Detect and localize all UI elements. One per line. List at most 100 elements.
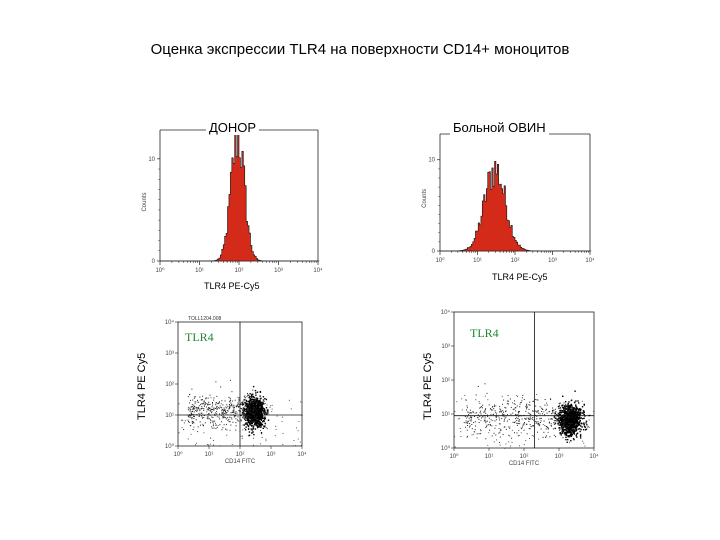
event-dot [573,401,576,404]
event-dot [256,422,258,425]
page-title: Оценка экспрессии TLR4 на поверхности CD… [150,41,570,58]
event-dot [210,437,212,439]
event-dot [537,423,539,425]
event-dot [465,409,467,411]
event-dot [227,419,229,421]
event-dot [523,424,525,426]
event-dot [253,409,255,411]
event-dot [568,422,570,424]
event-dot [504,417,506,419]
event-dot [486,392,488,394]
event-dot [559,403,560,405]
event-dot [248,409,249,411]
event-dot [233,416,235,418]
event-dot [254,428,257,430]
event-dot [568,406,570,408]
event-dot [250,394,253,396]
event-dot [521,397,523,399]
event-dot [254,412,257,414]
event-dot [589,414,591,416]
event-dot [254,403,257,405]
event-dot [564,420,566,422]
event-dot [573,431,575,434]
event-dot [479,407,481,409]
y-tick-label: 10⁰ [441,445,451,452]
event-dot [259,420,261,423]
event-dot [558,427,560,429]
event-dot [537,410,539,412]
event-dot [549,398,551,400]
y-tick-label: 10¹ [441,412,450,418]
event-dot [258,406,260,408]
event-dot [208,418,210,420]
event-dot [467,421,469,423]
event-dot [567,410,569,412]
event-dot [560,418,562,420]
event-dot [573,438,575,441]
event-dot [253,433,255,436]
event-dot [527,412,529,414]
event-dot [262,419,265,422]
event-dot [293,439,295,441]
event-dot [205,397,207,399]
event-dot [217,407,219,409]
event-dot [194,406,196,408]
event-dot [525,404,527,406]
event-dot [554,423,556,425]
event-dot [568,401,570,403]
event-dot [577,414,580,417]
event-dot [251,407,254,409]
event-dot [585,428,588,430]
event-dot [494,405,496,407]
event-dot [561,409,564,412]
event-dot [578,402,580,404]
event-dot [222,427,224,429]
event-dot [498,428,500,430]
x-tick-label: 10¹ [195,268,204,274]
event-dot [252,389,254,391]
event-dot [573,413,575,415]
event-dot [529,416,531,418]
event-dot [239,412,241,414]
event-dot [259,421,262,424]
event-dot [575,405,577,407]
event-dot [254,389,257,392]
event-dot [261,405,264,408]
event-dot [256,391,259,393]
scatter-patient-quadrant-label: TLR4 [470,326,499,340]
event-dot [255,424,257,426]
event-dot [505,428,507,430]
event-dot [233,409,235,411]
event-dot [259,395,261,397]
event-dot [194,396,196,398]
event-dot [485,422,487,424]
event-dot [255,405,257,407]
event-dot [571,408,573,410]
event-dot [474,412,476,414]
event-dot [565,426,567,428]
event-dot [564,407,566,409]
event-dot [502,434,504,436]
event-dot [254,421,257,423]
event-dot [258,420,260,423]
event-dot [499,436,501,438]
event-dot [537,422,539,424]
event-dot [588,426,590,428]
event-dot [260,433,262,435]
event-dot [245,422,247,424]
event-dot [488,432,490,434]
event-dot [567,407,569,409]
event-dot [268,413,270,415]
event-dot [241,409,243,411]
event-dot [265,440,267,442]
event-dot [537,410,539,412]
event-dot [577,413,580,416]
event-dot [258,426,260,428]
event-dot [297,438,299,440]
event-dot [489,408,491,410]
event-dot [255,394,257,396]
event-dot [563,422,565,424]
event-dot [257,406,259,409]
event-dot [264,402,266,404]
